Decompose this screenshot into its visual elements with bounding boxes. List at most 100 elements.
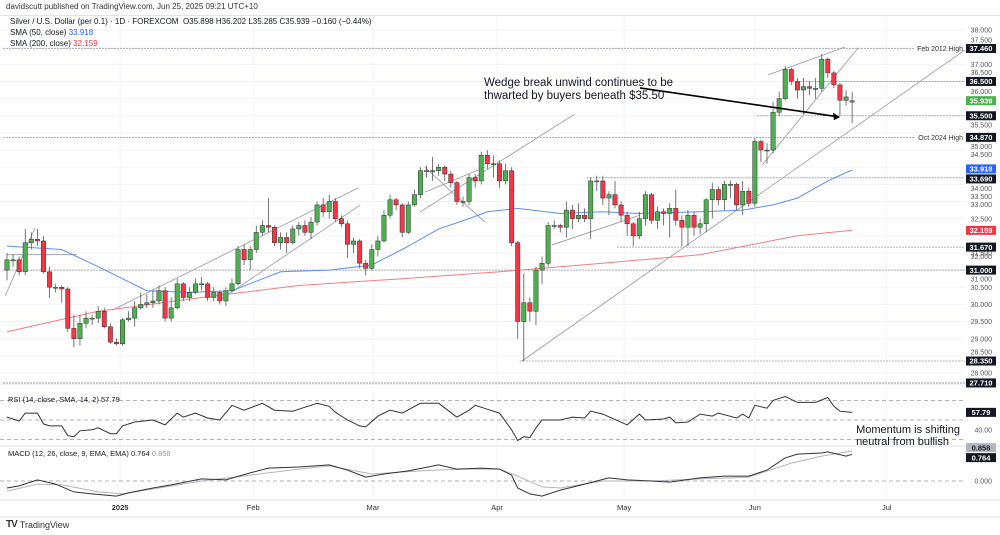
sma200-value: 32.159	[73, 39, 98, 48]
candle-body	[600, 180, 606, 199]
candle	[685, 210, 691, 247]
candle	[807, 81, 813, 96]
candle	[411, 189, 417, 207]
candle	[618, 201, 624, 223]
candle-body	[345, 223, 350, 245]
candle	[734, 182, 740, 211]
candle-body	[576, 214, 581, 219]
level-price-badge-bg	[966, 111, 996, 121]
candle	[314, 201, 320, 226]
candle-body	[503, 170, 509, 182]
candle	[606, 191, 612, 216]
candle	[28, 232, 34, 250]
candle	[661, 208, 667, 226]
candle-body	[582, 214, 588, 219]
x-tick-label: Jul	[882, 503, 892, 512]
macd-signal-badge: 0.858	[966, 443, 996, 452]
candle	[503, 163, 509, 185]
candle	[436, 163, 442, 176]
tradingview-logo[interactable]: TV TradingView	[6, 519, 69, 530]
candle	[399, 203, 405, 238]
level-price-badge: 35.500	[966, 111, 996, 120]
candle	[794, 78, 800, 99]
y-tick-label: 35.500	[971, 122, 993, 129]
candle-body	[618, 204, 624, 216]
macd-legend[interactable]: MACD (12, 26, close, 9, EMA, EMA) 0.764 …	[8, 449, 171, 458]
candle-body	[776, 98, 782, 113]
level-price-badge-text: 31.670	[970, 243, 993, 252]
candle	[831, 71, 837, 89]
candle	[47, 266, 53, 298]
candle	[41, 235, 46, 274]
wedge-annotation-line-2: thwarted by buyers beneath $35.50	[484, 90, 665, 102]
candle-body	[667, 208, 673, 214]
candle-body	[551, 225, 557, 227]
candle-body	[703, 199, 709, 225]
candle	[22, 228, 28, 276]
candle-body	[533, 269, 539, 312]
level-price-badge: 31.000	[966, 265, 996, 275]
level-price-badge: 37.460	[966, 44, 996, 53]
candle	[375, 235, 381, 257]
symbol-legend[interactable]: Silver / U.S. Dollar (per 0.1) · 1D · FO…	[10, 17, 372, 26]
candle-body	[101, 311, 107, 327]
candle	[527, 297, 533, 322]
sma200-legend[interactable]: SMA (200, close) 32.159	[10, 39, 98, 48]
sma200-line	[6, 229, 853, 333]
candle	[642, 191, 648, 226]
candle	[697, 218, 703, 235]
candle-body	[424, 170, 429, 172]
candle-body	[290, 228, 296, 243]
candle	[466, 174, 472, 205]
level-label: Feb 2012 High	[917, 46, 963, 53]
candle	[144, 294, 150, 308]
candle	[302, 220, 308, 236]
candle	[569, 204, 575, 229]
candle	[393, 198, 399, 211]
wedge-annotation: Wedge break unwind continues to be thwar…	[484, 77, 673, 103]
candle-body	[223, 290, 229, 302]
candle-body	[326, 201, 332, 213]
level-price-badge: 31.670	[966, 242, 996, 252]
macd-value-badge: 0.764	[966, 453, 996, 462]
trendline	[419, 113, 576, 213]
candle	[454, 180, 460, 205]
x-tick-label: Feb	[247, 503, 260, 512]
level-price-badge-bg	[966, 76, 996, 86]
rsi-legend[interactable]: RSI (14, close, SMA, 14, 2) 57.79	[8, 395, 120, 404]
macd-value-badge-text: 0.764	[972, 453, 992, 462]
sma50-legend[interactable]: SMA (50, close) 33.918	[10, 28, 93, 37]
candle-body	[460, 201, 466, 203]
candle	[326, 194, 332, 219]
candle	[363, 259, 369, 276]
candle-body	[436, 166, 442, 171]
candle	[782, 66, 788, 101]
trendline	[424, 166, 486, 193]
y-tick-label: 29.000	[971, 336, 993, 343]
candle	[582, 208, 588, 223]
candle-body	[83, 317, 89, 324]
candle	[746, 187, 752, 207]
candle	[265, 198, 271, 233]
candle	[703, 198, 709, 233]
candle-body	[794, 81, 800, 91]
y-tick-label: 37.500	[971, 37, 993, 44]
candle-body	[47, 271, 53, 288]
candle	[351, 237, 357, 253]
candle	[509, 167, 515, 247]
candle	[199, 276, 205, 291]
candle-body	[442, 166, 448, 175]
candle	[770, 102, 776, 154]
candle-body	[563, 209, 569, 228]
last-price-badge-bg	[966, 96, 996, 106]
candle-body	[375, 240, 381, 250]
tradingview-logo-icon: TV	[6, 519, 18, 530]
x-tick-label: Apr	[491, 503, 503, 512]
candle	[813, 78, 819, 99]
candle	[515, 240, 521, 339]
y-tick-label: 30.500	[971, 285, 993, 292]
candle	[65, 287, 71, 332]
candle-body	[515, 242, 521, 322]
candle	[138, 292, 144, 310]
